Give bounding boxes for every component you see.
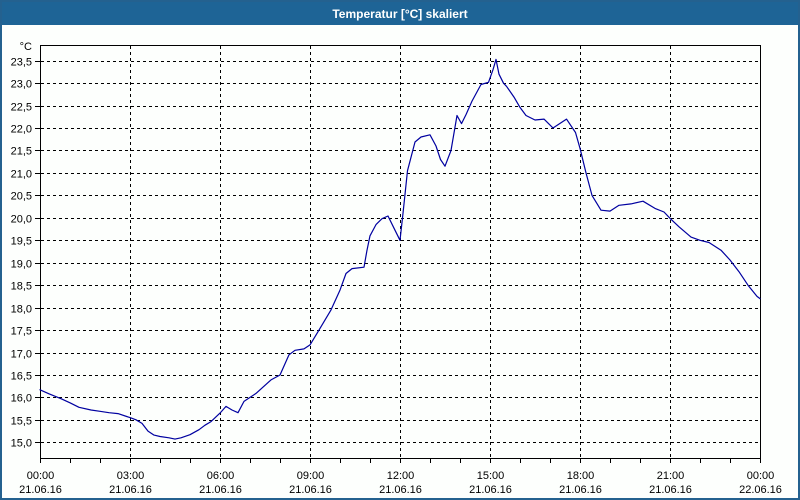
y-tick-label: 15,5 <box>11 416 32 428</box>
x-tick-date-label: 21.06.16 <box>109 484 152 496</box>
y-tick-label: 18,0 <box>11 304 32 316</box>
x-tick-date-label: 21.06.16 <box>469 484 512 496</box>
plot-border <box>40 45 761 459</box>
window-title: Temperatur [°C] skaliert <box>332 6 468 21</box>
temperature-series-line <box>39 58 761 440</box>
y-tick-label: 16,0 <box>11 393 32 405</box>
x-tick-time-label: 00:00 <box>747 470 775 482</box>
x-tick-date-label: 21.06.16 <box>559 484 602 496</box>
x-tick-time-label: 18:00 <box>567 470 595 482</box>
y-tick-label: 22,0 <box>11 124 32 136</box>
y-tick-label: 19,5 <box>11 236 32 248</box>
y-tick-label: 21,0 <box>11 169 32 181</box>
y-tick-label: 17,0 <box>11 349 32 361</box>
y-tick-label: 20,0 <box>11 214 32 226</box>
y-axis-labels: 23,5 23,0 22,5 22,0 21,5 21,0 20,5 20,0 19,5 19,0… <box>11 41 32 450</box>
y-tick-label: 15,0 <box>11 438 32 450</box>
y-tick-label: 23,5 <box>11 57 32 69</box>
x-tick-time-label: 21:00 <box>657 470 685 482</box>
chart-host: 23,5 23,0 22,5 22,0 21,5 21,0 20,5 20,0 19,5 19,0… <box>2 25 798 498</box>
y-tick-label: 23,0 <box>11 79 32 91</box>
x-tick-date-label: 21.06.16 <box>289 484 332 496</box>
x-tick-date-label: 21.06.16 <box>19 484 62 496</box>
vertical-gridlines <box>130 46 671 457</box>
x-tick-date-label: 21.06.16 <box>379 484 422 496</box>
y-tick-label: 17,5 <box>11 326 32 338</box>
x-axis-labels: 00:00 21.06.16 03:00 21.06.16 06:00 21.06.16 0… <box>19 470 782 496</box>
x-tick-date-label: 21.06.16 <box>199 484 242 496</box>
y-tick-label: 21,5 <box>11 146 32 158</box>
y-axis-unit-label: °C <box>20 41 32 53</box>
x-tick-time-label: 09:00 <box>297 470 325 482</box>
y-tick-label: 19,0 <box>11 259 32 271</box>
x-tick-date-label: 22.06.16 <box>739 484 782 496</box>
x-tick-time-label: 12:00 <box>387 470 415 482</box>
x-tick-time-label: 03:00 <box>117 470 145 482</box>
window-titlebar: Temperatur [°C] skaliert <box>2 2 798 25</box>
y-tick-label: 20,5 <box>11 191 32 203</box>
x-tick-time-label: 06:00 <box>207 470 235 482</box>
y-tick-label: 18,5 <box>11 281 32 293</box>
x-tick-date-label: 21.06.16 <box>649 484 692 496</box>
y-tick-label: 22,5 <box>11 102 32 114</box>
x-tick-time-label: 15:00 <box>477 470 505 482</box>
y-tick-label: 16,5 <box>11 371 32 383</box>
axis-ticks <box>35 61 761 463</box>
x-tick-time-label: 00:00 <box>27 470 55 482</box>
temperature-chart: 23,5 23,0 22,5 22,0 21,5 21,0 20,5 20,0 19,5 19,0… <box>11 41 782 496</box>
